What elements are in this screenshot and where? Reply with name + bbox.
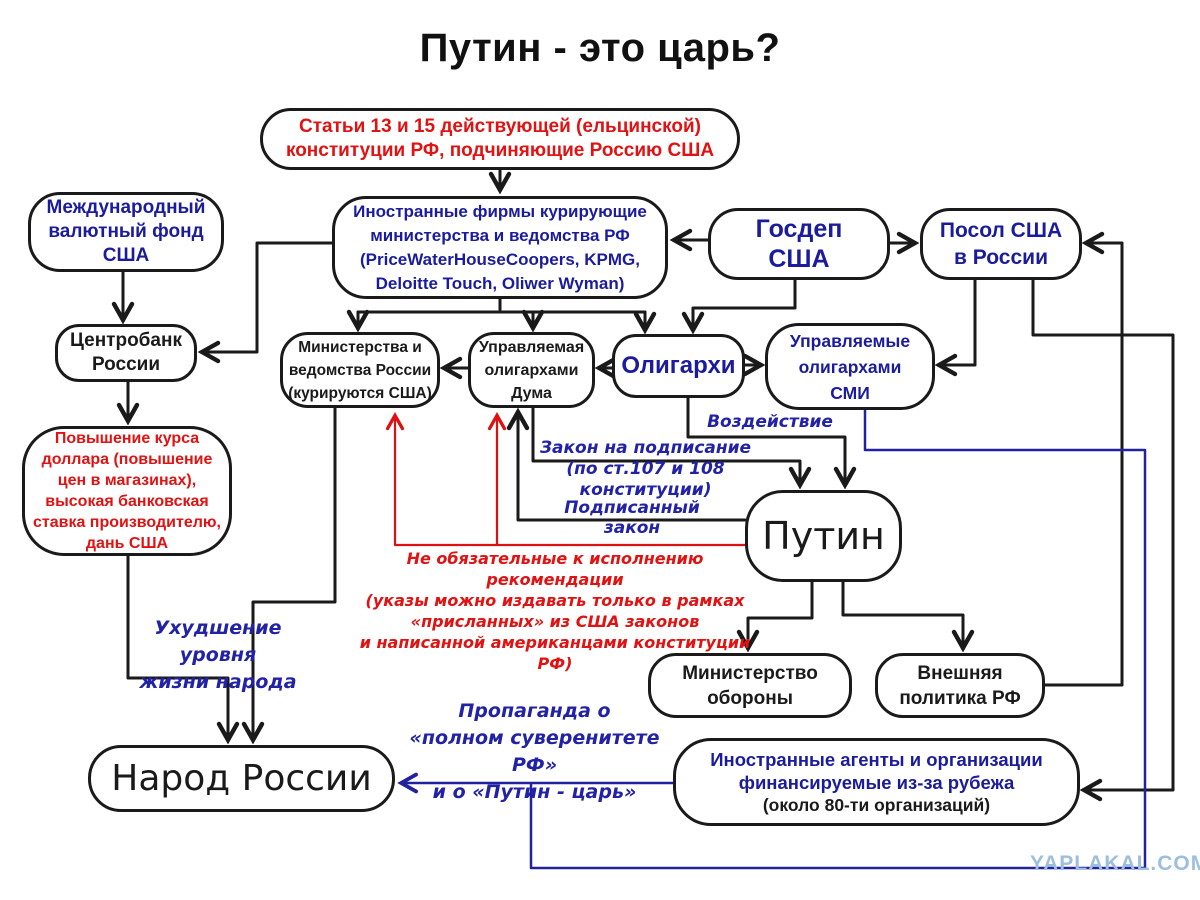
arrow-oligarchs-to-putin-vozdeystvie	[686, 396, 845, 483]
line-media-to-people-propaganda	[529, 408, 1147, 870]
node-price-rise: Повышение курса доллара (повышение цен в…	[22, 426, 232, 556]
node-imf: Международный валютный фонд США	[28, 192, 224, 272]
node-media: Управляемые олигархами СМИ	[765, 323, 935, 410]
node-duma: Управляемая олигархами Дума	[468, 332, 595, 408]
node-defense-text: Министерство обороны	[682, 662, 818, 709]
node-state-dept-text: Госдеп США	[755, 215, 843, 273]
node-agents: Иностранные агенты и организации финанси…	[673, 738, 1080, 826]
arrow-ambassador-to-agents	[1031, 278, 1175, 790]
arrow-ministries-to-people	[253, 406, 337, 738]
page-title: Путин - это царь?	[419, 26, 781, 70]
node-imf-text: Международный валютный фонд США	[46, 197, 206, 266]
node-duma-text: Управляемая олигархами Дума	[478, 338, 585, 402]
node-agents-note-text: (около 80-ти организаций)	[762, 794, 991, 815]
node-putin-text: Путин	[762, 514, 885, 558]
label-signed-law: Подписанный закон	[564, 498, 700, 538]
label-recommendations: Не обязательные к исполнению рекомендаци…	[359, 549, 751, 673]
node-oligarchs: Олигархи	[612, 334, 745, 398]
arrow-putin-to-defense	[748, 580, 814, 646]
arrow-foreignpolicy-to-ambassador	[1043, 243, 1124, 687]
node-ministries: Министерства и ведомства России (курирую…	[280, 332, 440, 408]
node-ambassador-text: Посол США в России	[939, 219, 1063, 269]
node-price-rise-text: Повышение курса доллара (повышение цен в…	[32, 430, 221, 552]
arrow-putin-to-foreignpolicy	[841, 580, 963, 646]
node-media-text: Управляемые олигархами СМИ	[789, 330, 911, 403]
arrow-firms-to-centralbank	[204, 241, 334, 352]
line-firms-split	[356, 297, 647, 314]
node-constitution: Статьи 13 и 15 действующей (ельцинской) …	[260, 108, 740, 170]
node-ministries-text: Министерства и ведомства России (курирую…	[288, 338, 432, 402]
label-worse-life: Ухудшение уровня жизни народа	[139, 617, 297, 693]
label-propaganda: Пропаганда о «полном суверенитете РФ» и …	[409, 700, 660, 803]
node-people-text: Народ России	[111, 758, 372, 799]
node-central-bank: Центробанк России	[55, 324, 197, 382]
node-agents-main-text: Иностранные агенты и организации финанси…	[710, 748, 1043, 793]
node-oligarchs-text: Олигархи	[621, 352, 736, 379]
node-defense: Министерство обороны	[648, 653, 852, 718]
label-vozdeystvie: Воздействие	[707, 412, 833, 432]
node-central-bank-text: Центробанк России	[70, 330, 182, 375]
node-ambassador: Посол США в России	[920, 208, 1082, 280]
label-law-to-sign: Закон на подписание (по ст.107 и 108 кон…	[539, 438, 752, 500]
node-state-dept: Госдеп США	[708, 208, 890, 280]
node-putin: Путин	[745, 490, 902, 582]
watermark: YAPLAKAL.COM	[1030, 852, 1200, 875]
arrow-putin-to-duma-signedlaw	[518, 414, 747, 522]
node-foreign-firms-text: Иностранные фирмы курирующие министерств…	[353, 201, 647, 293]
node-constitution-text: Статьи 13 и 15 действующей (ельцинской) …	[285, 116, 715, 161]
node-people: Народ России	[88, 745, 395, 812]
arrow-ambassador-to-media	[941, 278, 977, 365]
arrow-duma-to-putin-law	[531, 406, 800, 483]
arrow-gosdep-to-oligarchs	[693, 278, 797, 328]
node-foreign-firms: Иностранные фирмы курирующие министерств…	[332, 196, 668, 299]
node-foreign-policy-text: Внешняя политика РФ	[899, 662, 1021, 709]
arrow-pricerise-to-people	[126, 554, 228, 738]
node-foreign-policy: Внешняя политика РФ	[875, 653, 1045, 718]
